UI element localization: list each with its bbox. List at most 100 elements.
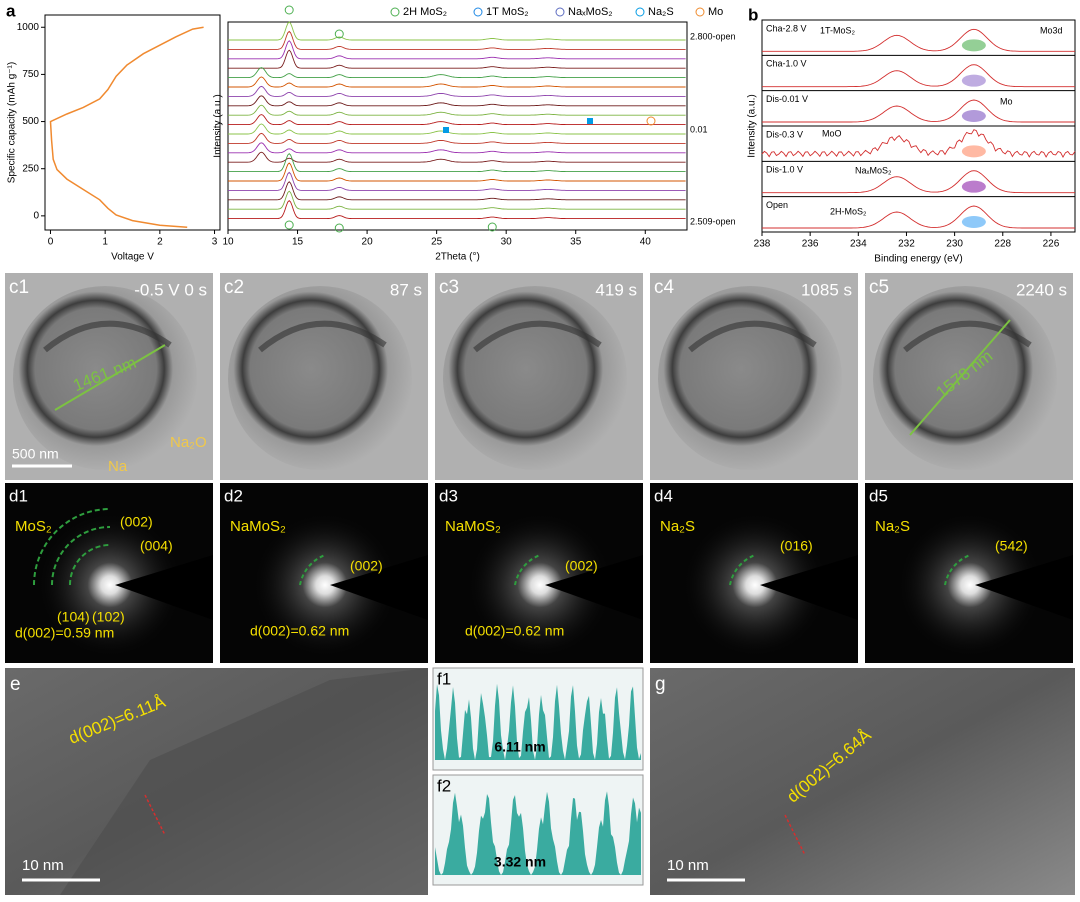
- phase-label: Na₂S: [660, 518, 695, 535]
- x-axis-label: Binding energy (eV): [874, 254, 962, 265]
- scale-label: 500 nm: [12, 446, 59, 462]
- xps-component: [961, 74, 986, 87]
- beam-stop: [545, 555, 643, 620]
- xrd-pattern: [228, 123, 686, 135]
- xps-fit: [762, 99, 1075, 123]
- x-tick-label: 238: [754, 239, 771, 250]
- size-arrow: [54, 344, 166, 411]
- xrd-pattern: [228, 199, 686, 220]
- xrd-pattern: [228, 21, 686, 41]
- xrd-pattern: [228, 152, 686, 173]
- panel-label: a: [6, 1, 16, 20]
- plane-label: (002): [565, 558, 598, 574]
- x-tick-label: 20: [362, 237, 374, 248]
- scale-label: 10 nm: [667, 857, 709, 874]
- y-tick-label: 750: [22, 69, 39, 80]
- x-tick-label: 25: [431, 237, 443, 248]
- spectrum-label: Dis-0.01 V: [766, 94, 808, 104]
- panel-label: c3: [439, 277, 459, 298]
- plot-frame: [227, 21, 688, 231]
- xrd-pattern: [228, 104, 686, 116]
- x-tick-label: 230: [946, 239, 963, 250]
- xps-component: [961, 145, 986, 158]
- x-tick-label: 236: [802, 239, 819, 250]
- x-tick-label: 15: [292, 237, 304, 248]
- x-tick-label: 10: [222, 237, 234, 248]
- x-tick-label: 232: [898, 239, 915, 250]
- xrd-pattern: [228, 190, 686, 210]
- legend-marker: [390, 7, 400, 17]
- diffraction-ring: [51, 526, 111, 586]
- annotation: Mo: [1000, 96, 1013, 106]
- panel-label: d4: [654, 486, 673, 505]
- annotation: NaₓMoS₂: [855, 165, 892, 175]
- phase-label: Na₂O: [170, 434, 207, 451]
- legend-label: Mo: [708, 6, 723, 18]
- y-axis-label: Intensity (a.u.): [747, 94, 758, 157]
- legend-label: NaₓMoS₂: [568, 6, 613, 18]
- legend-label: 1T MoS₂: [486, 6, 529, 18]
- xps-fit: [762, 28, 1075, 52]
- y-tick-label: 250: [22, 163, 39, 174]
- particle-shell: [903, 320, 1032, 353]
- annotation: 2.800-open: [690, 31, 736, 41]
- chart-title: Mo3d: [1040, 25, 1063, 35]
- particle-shell: [688, 320, 817, 353]
- y-tick-label: 500: [22, 116, 39, 127]
- y-axis-label: Intensity (a.u.): [213, 94, 224, 157]
- plot-frame: [44, 14, 221, 231]
- time-label: 87 s: [390, 280, 422, 299]
- time-label: -0.5 V 0 s: [134, 280, 207, 299]
- diffraction-ring: [514, 554, 541, 586]
- panel-label: d5: [869, 486, 888, 505]
- x-tick-label: 30: [501, 237, 513, 248]
- panel-label: c1: [9, 277, 29, 298]
- spacing-label: d(002)=0.62 nm: [465, 623, 564, 639]
- panel-label: c5: [869, 277, 889, 298]
- spectrum-label: Dis-1.0 V: [766, 165, 803, 175]
- xrd-pattern: [228, 132, 686, 144]
- xrd-pattern: [228, 40, 686, 60]
- xrd-pattern: [228, 114, 686, 126]
- panel-label: g: [655, 674, 666, 695]
- plane-label: (002): [350, 558, 383, 574]
- particle: [443, 286, 627, 470]
- x-tick-label: 234: [850, 239, 867, 250]
- plane-label: (102): [92, 609, 125, 625]
- particle: [228, 286, 412, 470]
- na2s-marker: [443, 127, 449, 133]
- plane-label: (016): [780, 538, 813, 554]
- phase-label: NaMoS₂: [230, 518, 286, 535]
- diffraction-glow: [35, 510, 185, 660]
- panel-label: d1: [9, 486, 28, 505]
- xps-fit: [762, 170, 1075, 194]
- diffraction-glow: [895, 510, 1045, 660]
- xrd-pattern: [228, 181, 686, 201]
- phase-label: MoS₂: [15, 518, 52, 535]
- spectrum-label: Cha-2.8 V: [766, 23, 807, 33]
- line-profile: [784, 814, 806, 856]
- diffraction-ring: [944, 554, 971, 586]
- x-tick-label: 40: [640, 237, 652, 248]
- xrd-pattern: [228, 162, 686, 182]
- xrd-pattern: [228, 67, 686, 79]
- diffraction-glow: [250, 510, 400, 660]
- legend-marker: [695, 7, 705, 17]
- diffraction-ring: [729, 554, 756, 586]
- x-tick-label: 0: [48, 237, 54, 248]
- xps-fit: [761, 129, 1076, 159]
- phase-marker: [284, 5, 294, 15]
- x-axis-label: Voltage V: [111, 252, 154, 263]
- xrd-pattern: [228, 49, 686, 69]
- legend-marker: [473, 7, 483, 17]
- panel-label: f1: [437, 669, 451, 688]
- line-profile: [144, 794, 166, 836]
- time-label: 419 s: [595, 280, 637, 299]
- phase-label: Na₂S: [875, 518, 910, 535]
- panel-label: d2: [224, 486, 243, 505]
- beam-stop: [760, 555, 858, 620]
- xrd-pattern: [228, 95, 686, 107]
- size-arrow: [909, 319, 1011, 436]
- plane-label: (004): [140, 538, 173, 554]
- panel-label: d3: [439, 486, 458, 505]
